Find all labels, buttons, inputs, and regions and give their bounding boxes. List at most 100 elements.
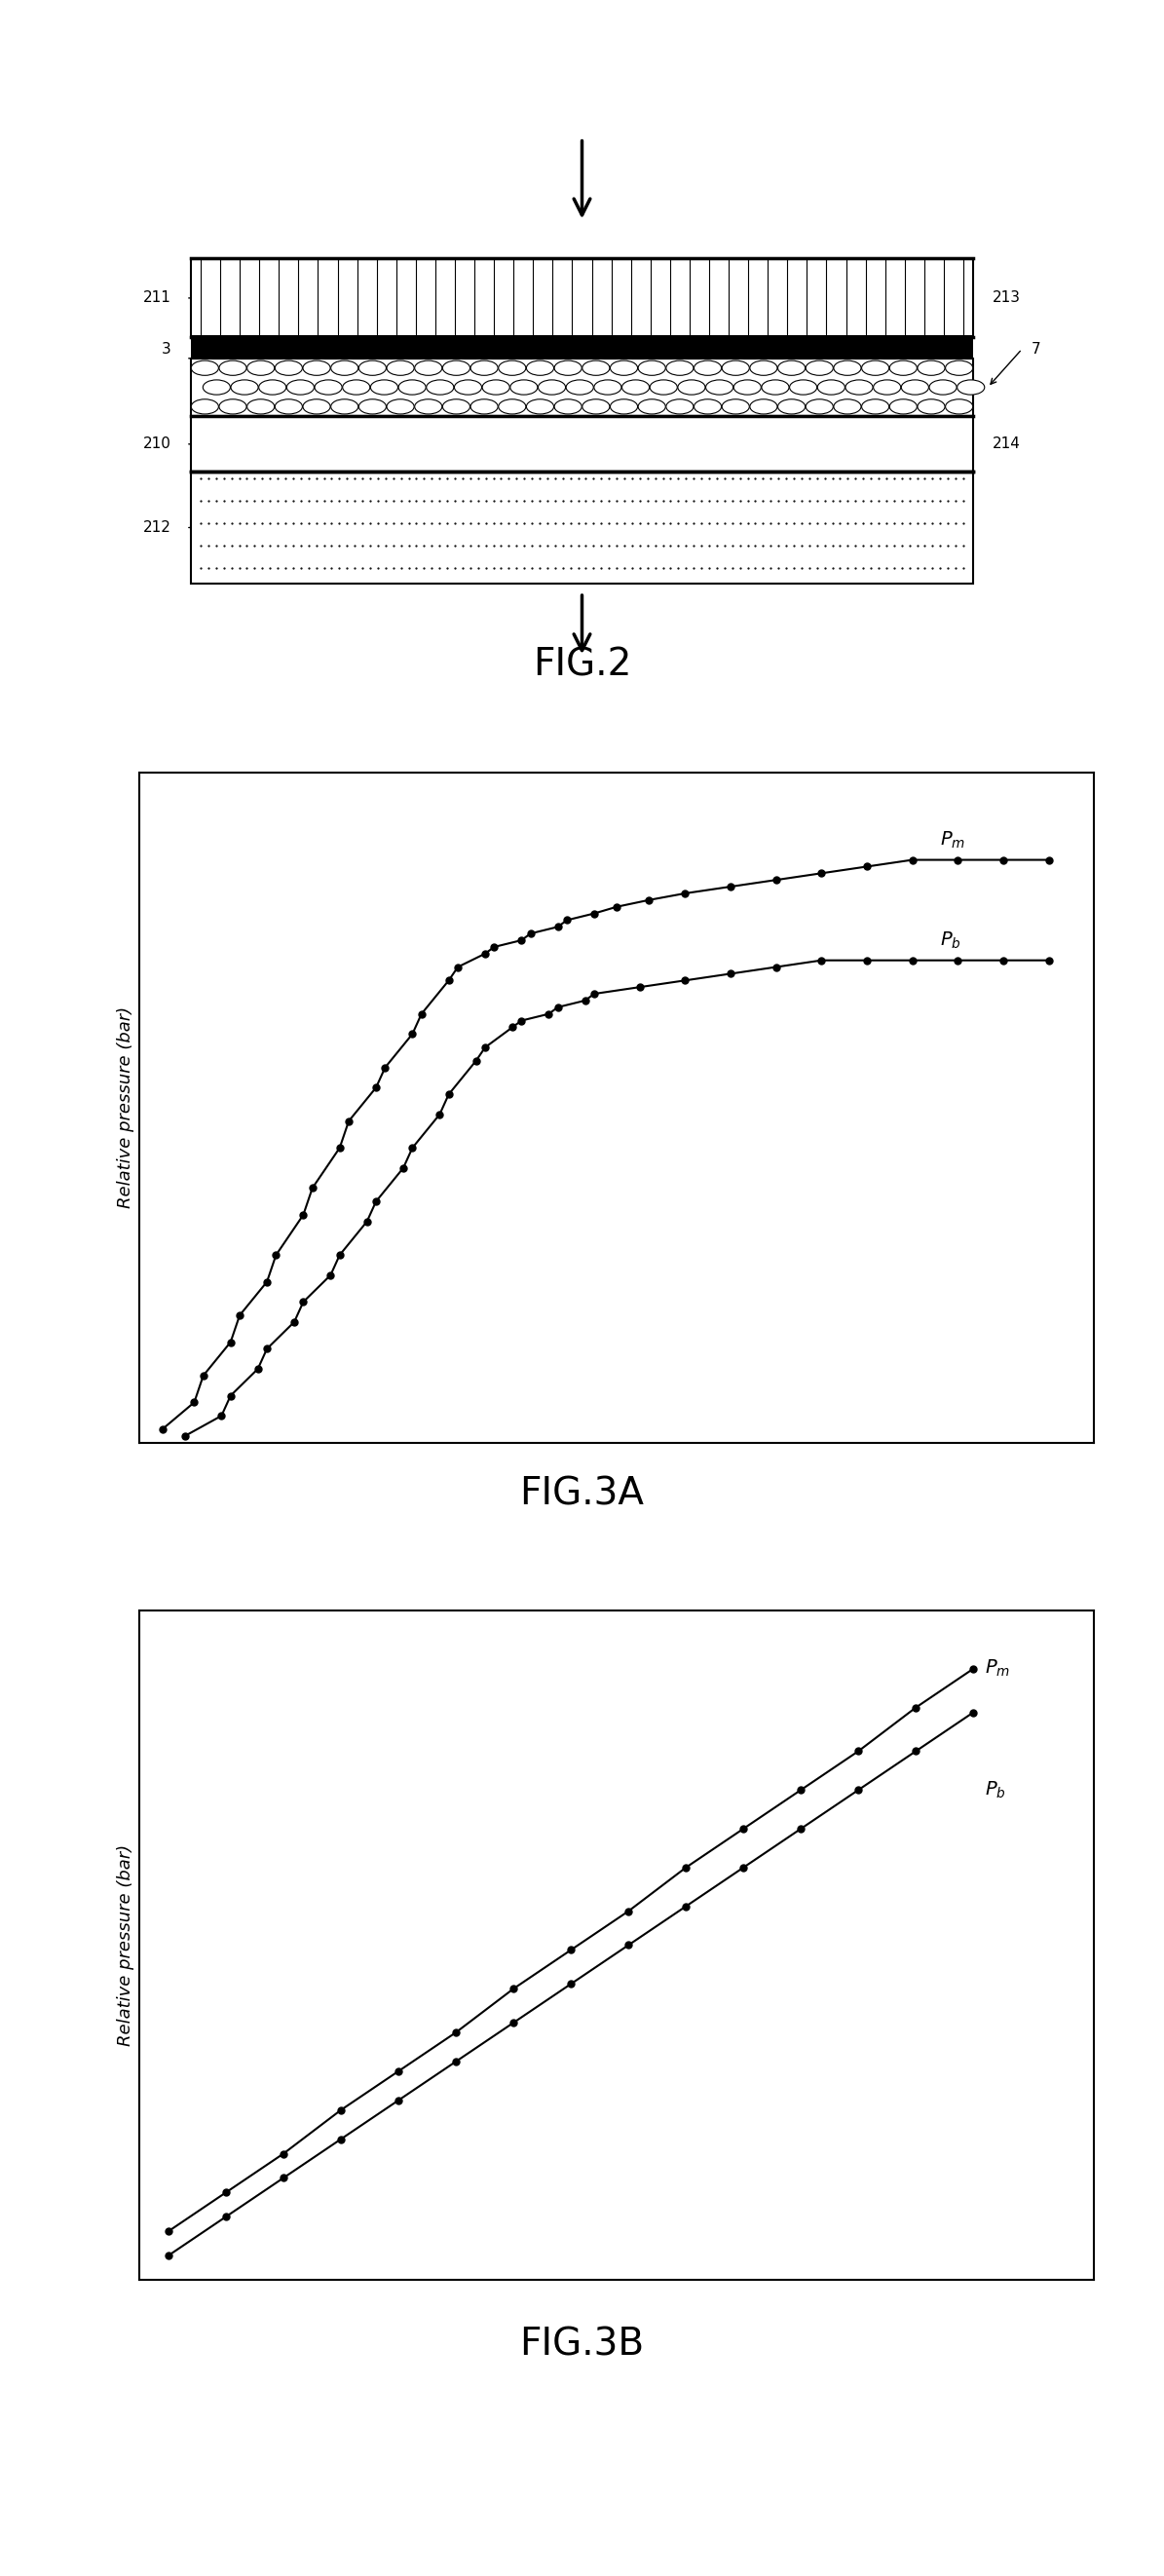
Ellipse shape	[219, 361, 247, 376]
Ellipse shape	[258, 379, 286, 394]
Text: FIG.3B: FIG.3B	[519, 2326, 645, 2362]
Bar	[191, 471, 973, 582]
Ellipse shape	[342, 379, 370, 394]
Ellipse shape	[845, 379, 873, 394]
Ellipse shape	[442, 361, 470, 376]
Text: FIG.2: FIG.2	[533, 647, 631, 683]
Ellipse shape	[778, 399, 805, 415]
Text: 7: 7	[1031, 343, 1041, 355]
Ellipse shape	[917, 361, 945, 376]
Ellipse shape	[694, 399, 722, 415]
Ellipse shape	[275, 361, 303, 376]
Ellipse shape	[538, 379, 566, 394]
Ellipse shape	[733, 379, 761, 394]
Ellipse shape	[470, 399, 498, 415]
Ellipse shape	[230, 379, 258, 394]
Ellipse shape	[750, 399, 778, 415]
Ellipse shape	[917, 399, 945, 415]
Ellipse shape	[929, 379, 957, 394]
Ellipse shape	[594, 379, 622, 394]
Ellipse shape	[761, 379, 789, 394]
Ellipse shape	[219, 399, 247, 415]
Ellipse shape	[191, 361, 219, 376]
Ellipse shape	[359, 361, 386, 376]
Ellipse shape	[610, 361, 638, 376]
Ellipse shape	[442, 399, 470, 415]
Ellipse shape	[314, 379, 342, 394]
Ellipse shape	[622, 379, 650, 394]
Ellipse shape	[426, 379, 454, 394]
Ellipse shape	[275, 399, 303, 415]
Bar	[191, 417, 973, 471]
Bar	[191, 335, 973, 358]
Text: 214: 214	[993, 438, 1021, 451]
Ellipse shape	[386, 399, 414, 415]
Ellipse shape	[722, 361, 750, 376]
Ellipse shape	[750, 361, 778, 376]
Ellipse shape	[386, 361, 414, 376]
Ellipse shape	[666, 361, 694, 376]
Text: $P_b$: $P_b$	[939, 930, 960, 951]
Ellipse shape	[817, 379, 845, 394]
Ellipse shape	[861, 361, 889, 376]
Ellipse shape	[203, 379, 230, 394]
Ellipse shape	[610, 399, 638, 415]
Ellipse shape	[945, 399, 973, 415]
Text: $P_b$: $P_b$	[985, 1780, 1006, 1801]
Text: $P_m$: $P_m$	[939, 829, 965, 850]
Ellipse shape	[805, 399, 833, 415]
Ellipse shape	[778, 361, 805, 376]
Ellipse shape	[526, 361, 554, 376]
Text: 3: 3	[162, 343, 171, 355]
Ellipse shape	[889, 399, 917, 415]
Ellipse shape	[805, 361, 833, 376]
Ellipse shape	[650, 379, 677, 394]
Ellipse shape	[833, 399, 861, 415]
Ellipse shape	[470, 361, 498, 376]
Ellipse shape	[414, 361, 442, 376]
Ellipse shape	[526, 399, 554, 415]
Ellipse shape	[414, 399, 442, 415]
Bar	[191, 358, 973, 417]
Y-axis label: Relative pressure (bar): Relative pressure (bar)	[116, 1007, 134, 1208]
Ellipse shape	[331, 361, 359, 376]
Ellipse shape	[666, 399, 694, 415]
Ellipse shape	[638, 399, 666, 415]
Ellipse shape	[191, 399, 219, 415]
Ellipse shape	[498, 399, 526, 415]
Ellipse shape	[833, 361, 861, 376]
Ellipse shape	[789, 379, 817, 394]
Ellipse shape	[638, 361, 666, 376]
Text: 210: 210	[143, 438, 171, 451]
Ellipse shape	[554, 361, 582, 376]
Ellipse shape	[286, 379, 314, 394]
Text: 213: 213	[993, 291, 1021, 307]
Ellipse shape	[582, 399, 610, 415]
Bar	[191, 258, 973, 337]
Ellipse shape	[901, 379, 929, 394]
Ellipse shape	[247, 361, 275, 376]
Text: 211: 211	[143, 291, 171, 307]
Ellipse shape	[454, 379, 482, 394]
Ellipse shape	[889, 361, 917, 376]
Ellipse shape	[722, 399, 750, 415]
Text: 212: 212	[143, 520, 171, 536]
Ellipse shape	[861, 399, 889, 415]
Ellipse shape	[247, 399, 275, 415]
Ellipse shape	[498, 361, 526, 376]
Ellipse shape	[303, 399, 331, 415]
Ellipse shape	[705, 379, 733, 394]
Ellipse shape	[677, 379, 705, 394]
Ellipse shape	[370, 379, 398, 394]
Ellipse shape	[303, 361, 331, 376]
Y-axis label: Relative pressure (bar): Relative pressure (bar)	[116, 1844, 134, 2045]
Text: $P_m$: $P_m$	[985, 1659, 1010, 1680]
Text: FIG.3A: FIG.3A	[519, 1476, 645, 1512]
Ellipse shape	[554, 399, 582, 415]
Ellipse shape	[945, 361, 973, 376]
Ellipse shape	[566, 379, 594, 394]
Ellipse shape	[957, 379, 985, 394]
Ellipse shape	[482, 379, 510, 394]
Ellipse shape	[398, 379, 426, 394]
Ellipse shape	[331, 399, 359, 415]
